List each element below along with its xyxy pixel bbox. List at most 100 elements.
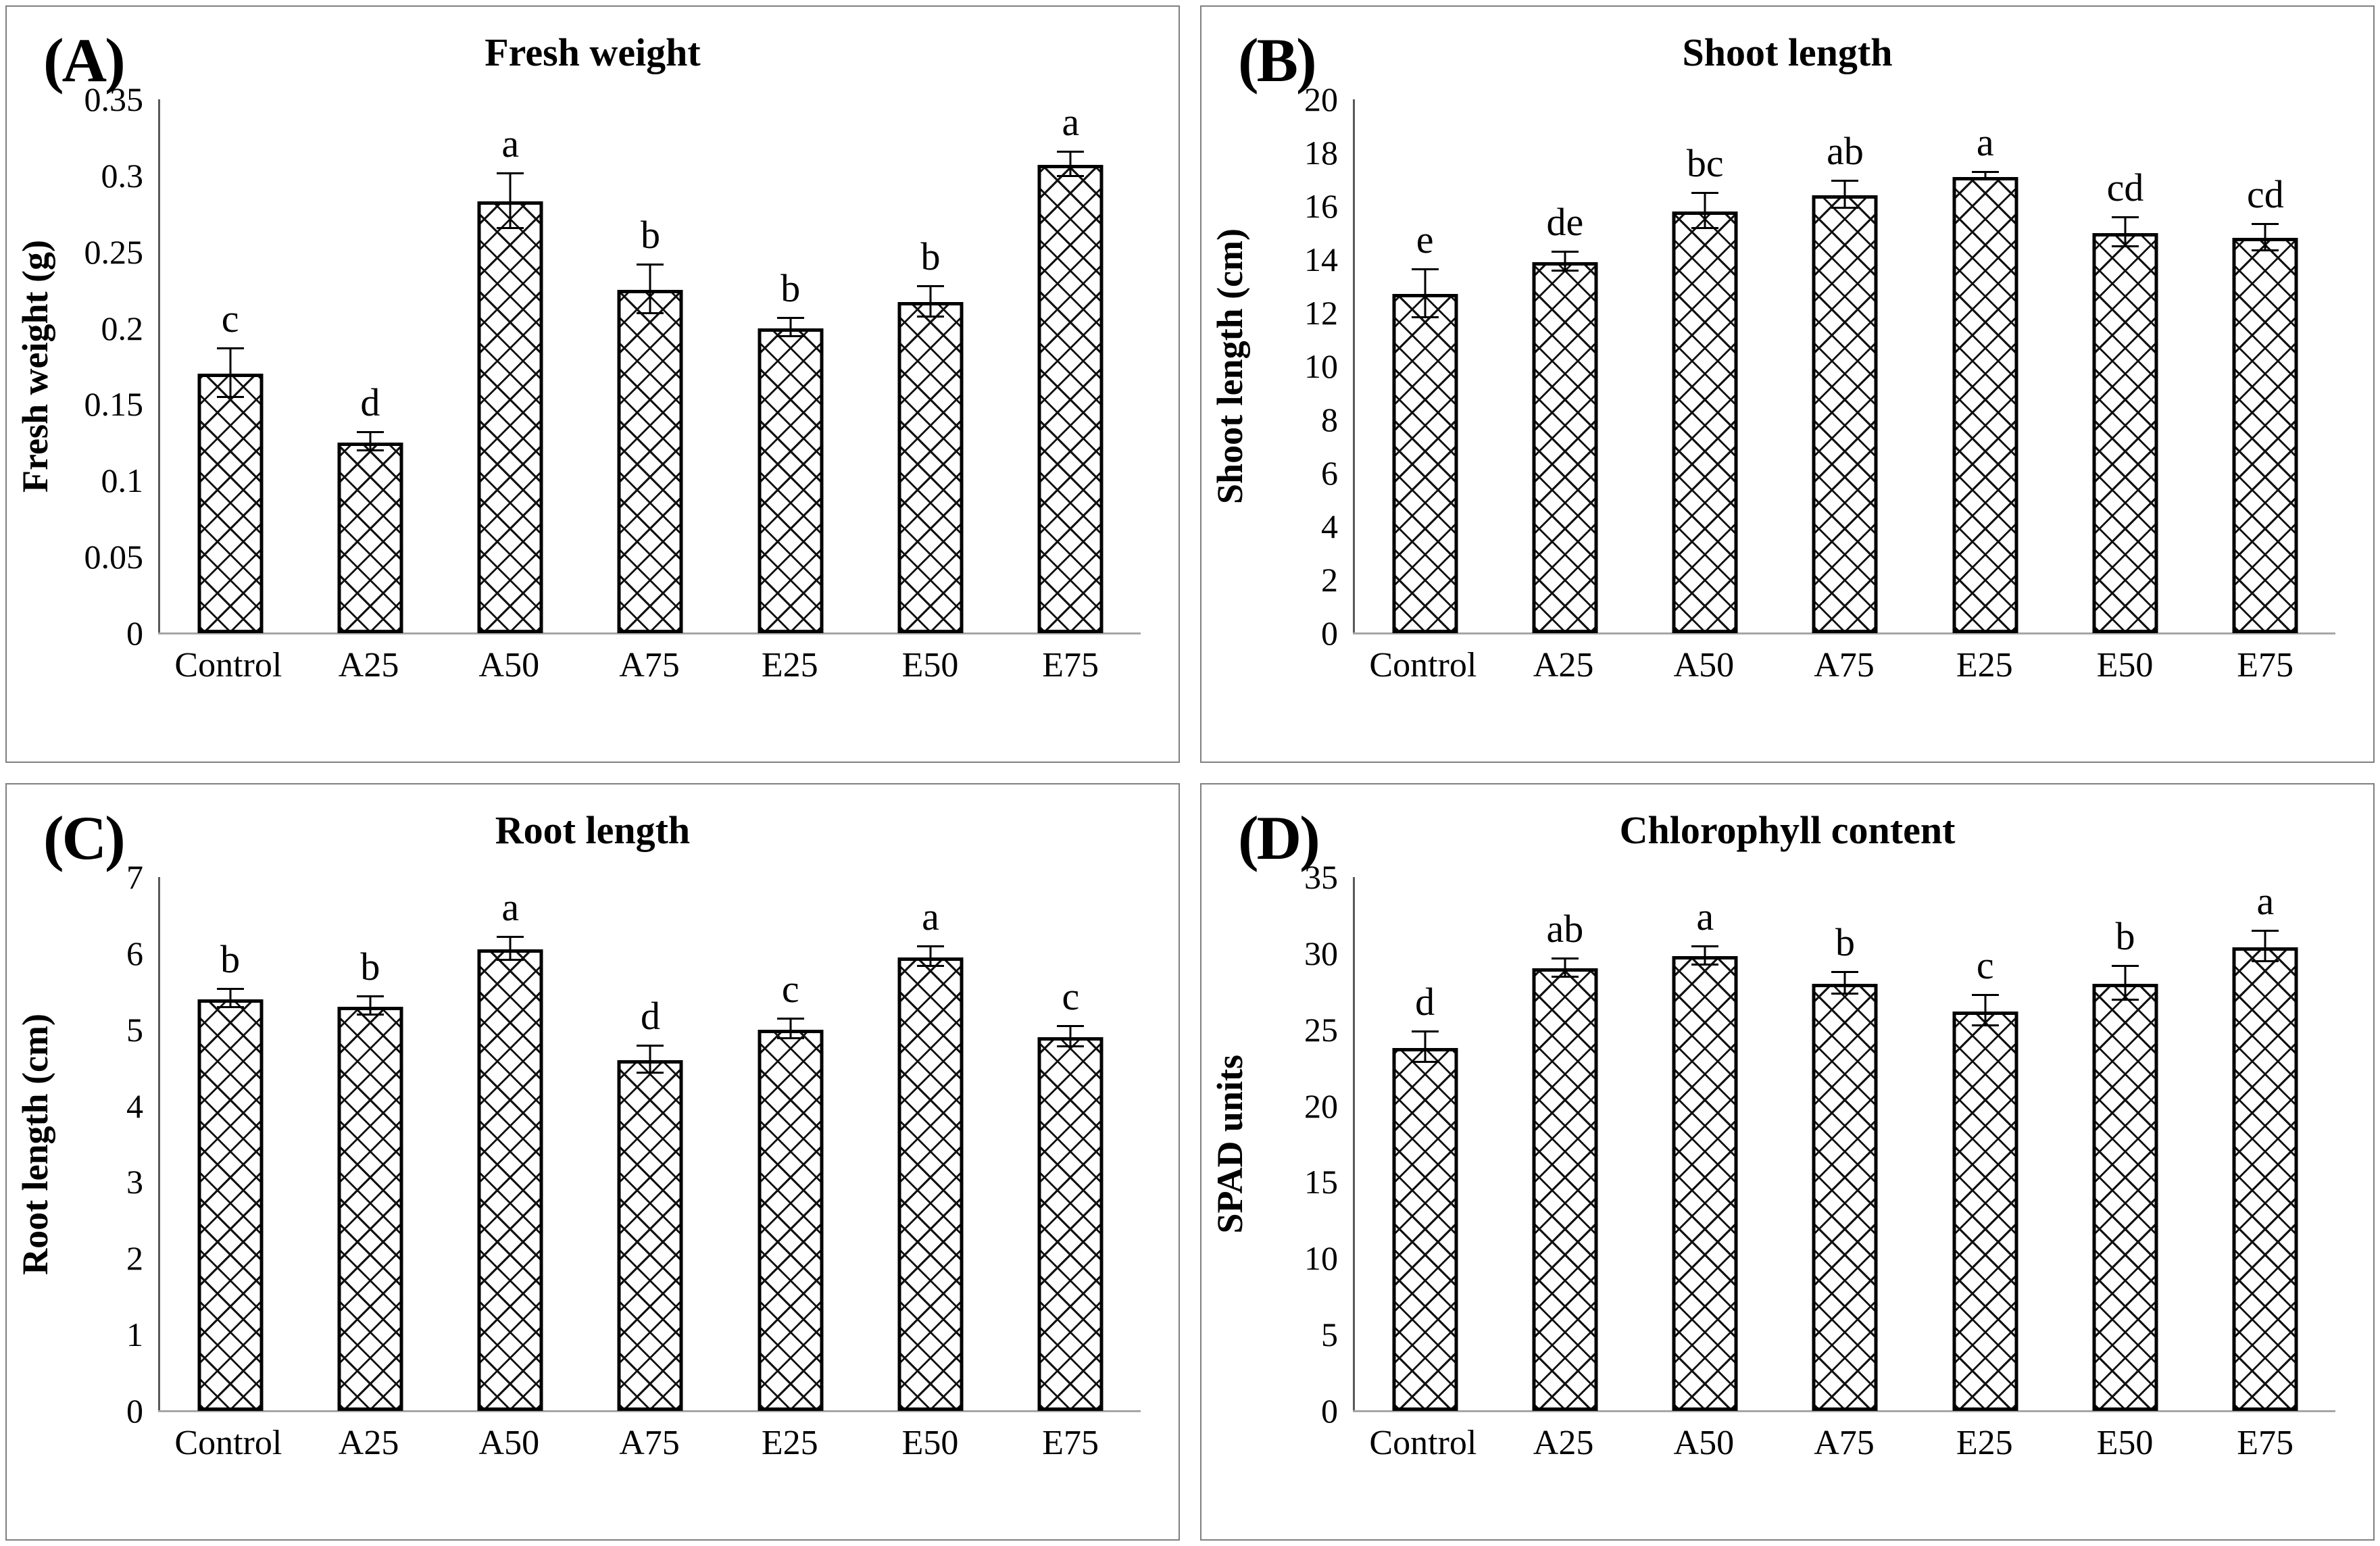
bar-slot: b <box>1775 877 1915 1411</box>
error-bar-line <box>1843 182 1846 209</box>
bar-slot: a <box>1635 877 1775 1411</box>
error-bar-cap <box>1057 151 1085 153</box>
plot-column: c d a b b b a Control A25 A50 A75 E25 E50 E75 <box>158 99 1141 686</box>
error-bar-cap <box>356 431 384 434</box>
x-axis-line <box>158 632 1141 634</box>
y-tick-label: 0 <box>1321 614 1338 652</box>
error-bar-cap <box>216 396 244 399</box>
y-axis-label: SPAD units <box>1210 1054 1250 1234</box>
significance-letter: a <box>501 885 520 930</box>
error-bar-line <box>1564 253 1566 272</box>
y-tick-label: 8 <box>1321 401 1338 439</box>
error-bar-cap <box>1691 963 1719 966</box>
error-bar-cap <box>917 965 945 968</box>
panel-c-root-length: (C) Root length Root length (cm) 0 1 2 3 4 5 6… <box>5 783 1180 1541</box>
y-tick-label: 10 <box>1304 347 1338 385</box>
y-tick-label: 5 <box>126 1010 143 1049</box>
x-tick-label: Control <box>1369 1424 1477 1462</box>
significance-letter: c <box>781 967 799 1012</box>
y-tick-label: 0.35 <box>84 80 144 118</box>
error-bar-cap <box>776 1018 804 1020</box>
significance-letter: a <box>1062 100 1080 144</box>
error-bar-line <box>789 1020 792 1040</box>
y-tick-label: 15 <box>1304 1163 1338 1201</box>
error-bar-cap <box>2112 245 2139 248</box>
bar-e75 <box>2232 947 2298 1411</box>
error-bar-cap <box>637 312 664 315</box>
bar-e25 <box>1952 176 2018 633</box>
x-axis-labels: Control A25 A50 A75 E25 E50 E75 <box>158 645 1141 686</box>
significance-letter: b <box>1835 920 1855 965</box>
error-bar-line <box>649 266 651 315</box>
x-tick-label: E25 <box>1956 646 2013 684</box>
chart-title: Chlorophyll content <box>1619 808 1956 852</box>
y-tick-label: 0 <box>1321 1392 1338 1430</box>
error-bar-line <box>929 286 932 318</box>
bar-a75 <box>1812 984 1878 1411</box>
chart-area: SPAD units 0 5 10 15 20 25 30 35 d ab a b c b a Contr… <box>1201 858 2373 1464</box>
chart-title: Fresh weight <box>485 30 701 74</box>
x-tick-label: E75 <box>1042 1424 1099 1462</box>
error-bar-cap <box>2252 222 2279 225</box>
error-bar-cap <box>637 1072 664 1074</box>
error-bar-cap <box>1411 268 1439 270</box>
error-bar-cap <box>1691 945 1719 947</box>
bar-a25 <box>337 1006 403 1411</box>
error-bar-cap <box>1551 957 1579 959</box>
x-axis-line <box>1353 632 2335 634</box>
error-bar-cap <box>2252 249 2279 252</box>
bar-e25 <box>1952 1011 2018 1411</box>
x-tick-label: A75 <box>619 1424 680 1462</box>
panel-letter: (D) <box>1238 803 1320 872</box>
bar-slot: bc <box>1635 99 1775 633</box>
panel-letter: (C) <box>43 803 126 872</box>
error-bar-line <box>1704 947 1706 966</box>
x-tick-label: E50 <box>901 646 959 684</box>
significance-letter: b <box>220 937 241 982</box>
error-bar-cap <box>776 317 804 320</box>
error-bar-line <box>1984 172 1987 181</box>
bar-e75 <box>2232 238 2298 633</box>
x-tick-label: E25 <box>761 1424 818 1462</box>
bar-slots: b b a d c a c <box>160 877 1141 1411</box>
significance-letter: e <box>1416 217 1434 261</box>
bar-slot: a <box>441 877 580 1411</box>
error-bar-cap <box>216 988 244 991</box>
significance-letter: c <box>1062 974 1080 1019</box>
error-bar-line <box>509 174 512 229</box>
bar-slot: b <box>160 877 300 1411</box>
error-bar-cap <box>1057 175 1085 178</box>
x-tick-label: A50 <box>1673 1424 1735 1462</box>
y-tick-label: 0.25 <box>84 232 144 271</box>
y-tick-label: 18 <box>1304 134 1338 172</box>
plot-area: d ab a b c b a <box>1353 877 2335 1412</box>
error-bar-cap <box>497 959 524 962</box>
error-bar-cap <box>1971 994 1999 997</box>
error-bar-line <box>509 938 512 962</box>
x-tick-label: E75 <box>2237 646 2294 684</box>
x-tick-label: A75 <box>1814 1424 1875 1462</box>
significance-letter: d <box>1415 980 1435 1024</box>
error-bar-line <box>369 997 372 1016</box>
y-axis-ticks: 0 0.05 0.1 0.15 0.2 0.25 0.3 0.35 <box>64 80 158 652</box>
bar-e75 <box>1037 165 1104 633</box>
x-axis-labels: Control A25 A50 A75 E25 E50 E75 <box>158 1423 1141 1464</box>
error-bar-cap <box>1057 1025 1085 1028</box>
plot-column: b b a d c a c Control A25 A50 A75 E25 E50 E75 <box>158 877 1141 1464</box>
error-bar-line <box>369 433 372 452</box>
y-tick-label: 0.15 <box>84 385 144 424</box>
y-tick-label: 0 <box>126 614 143 652</box>
bar-a75 <box>617 290 683 633</box>
y-tick-label: 30 <box>1304 934 1338 972</box>
x-tick-label: E25 <box>761 646 818 684</box>
y-tick-label: 10 <box>1304 1239 1338 1278</box>
significance-letter: d <box>640 993 660 1038</box>
significance-letter: c <box>221 297 239 341</box>
significance-letter: b <box>640 213 660 257</box>
bar-e50 <box>2092 984 2158 1411</box>
x-tick-label: E75 <box>1042 646 1099 684</box>
y-axis-ticks: 0 2 4 6 8 10 12 14 16 18 20 <box>1258 80 1353 652</box>
bar-e75 <box>1037 1037 1104 1411</box>
significance-letter: bc <box>1686 141 1724 186</box>
y-axis-label: Shoot length (cm) <box>1210 228 1250 504</box>
